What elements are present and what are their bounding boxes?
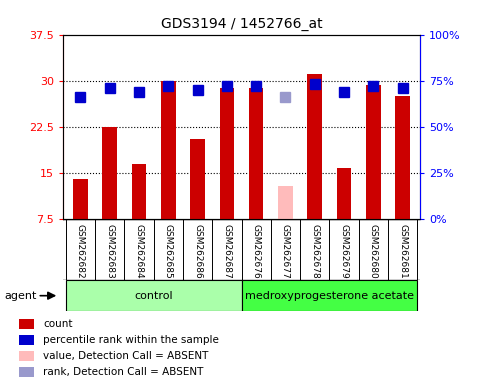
Bar [337, 168, 351, 219]
Bar [102, 127, 117, 219]
Bar [242, 280, 417, 311]
Text: GSM262685: GSM262685 [164, 224, 173, 278]
Bar [307, 74, 322, 219]
Bar [366, 85, 381, 219]
Bar [249, 88, 263, 219]
Text: GSM262684: GSM262684 [134, 224, 143, 278]
Text: GSM262679: GSM262679 [340, 224, 349, 278]
Text: percentile rank within the sample: percentile rank within the sample [43, 335, 219, 345]
Bar [19, 319, 34, 329]
Bar [190, 139, 205, 219]
Text: value, Detection Call = ABSENT: value, Detection Call = ABSENT [43, 351, 209, 361]
Text: agent: agent [5, 291, 37, 301]
Text: GSM262678: GSM262678 [310, 224, 319, 278]
Bar [278, 186, 293, 219]
Text: GSM262676: GSM262676 [252, 224, 261, 278]
Text: GDS3194 / 1452766_at: GDS3194 / 1452766_at [161, 17, 322, 31]
Text: count: count [43, 319, 73, 329]
Bar [220, 88, 234, 219]
Text: GSM262683: GSM262683 [105, 224, 114, 278]
Text: GSM262686: GSM262686 [193, 224, 202, 278]
Text: rank, Detection Call = ABSENT: rank, Detection Call = ABSENT [43, 367, 204, 377]
Text: GSM262687: GSM262687 [222, 224, 231, 278]
Text: GSM262680: GSM262680 [369, 224, 378, 278]
Bar [395, 96, 410, 219]
Text: GSM262682: GSM262682 [76, 224, 85, 278]
Text: medroxyprogesterone acetate: medroxyprogesterone acetate [245, 291, 414, 301]
Bar [19, 351, 34, 361]
Text: control: control [134, 291, 173, 301]
Text: GSM262677: GSM262677 [281, 224, 290, 278]
Text: GSM262681: GSM262681 [398, 224, 407, 278]
Bar [132, 164, 146, 219]
Bar [161, 81, 176, 219]
Bar [66, 280, 242, 311]
Bar [19, 335, 34, 345]
Bar [73, 179, 88, 219]
Bar [19, 367, 34, 377]
